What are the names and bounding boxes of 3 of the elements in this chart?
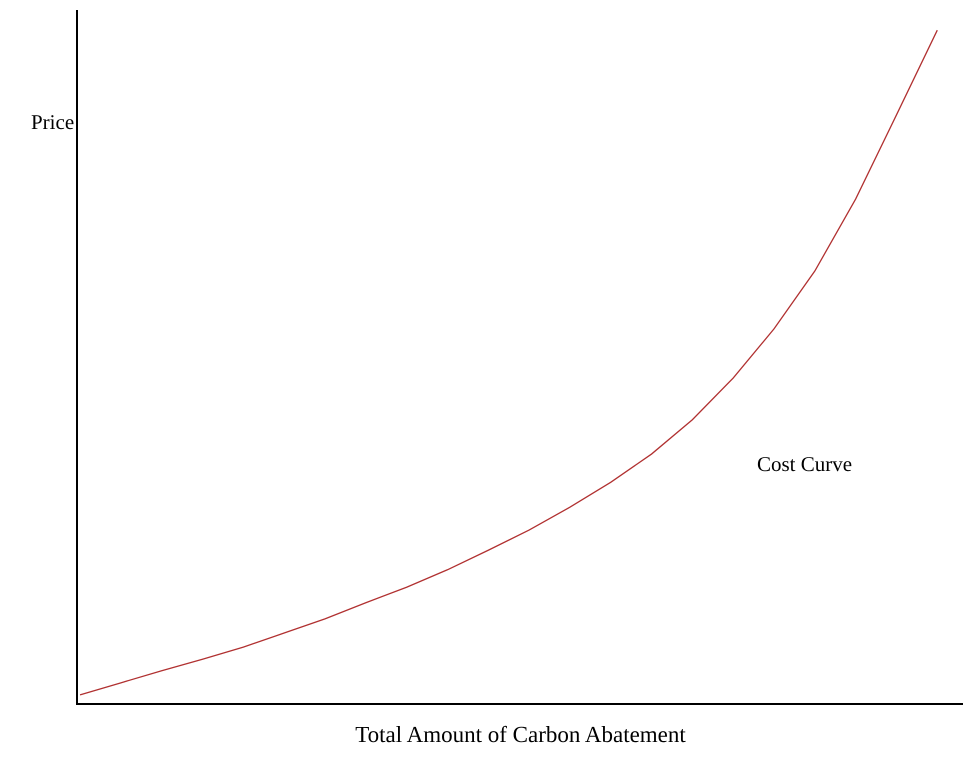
text: Cost Curve <box>757 452 852 476</box>
y-axis-title: Price <box>31 110 74 134</box>
x-axis-title: Total Amount of Carbon Abatement <box>355 722 686 747</box>
